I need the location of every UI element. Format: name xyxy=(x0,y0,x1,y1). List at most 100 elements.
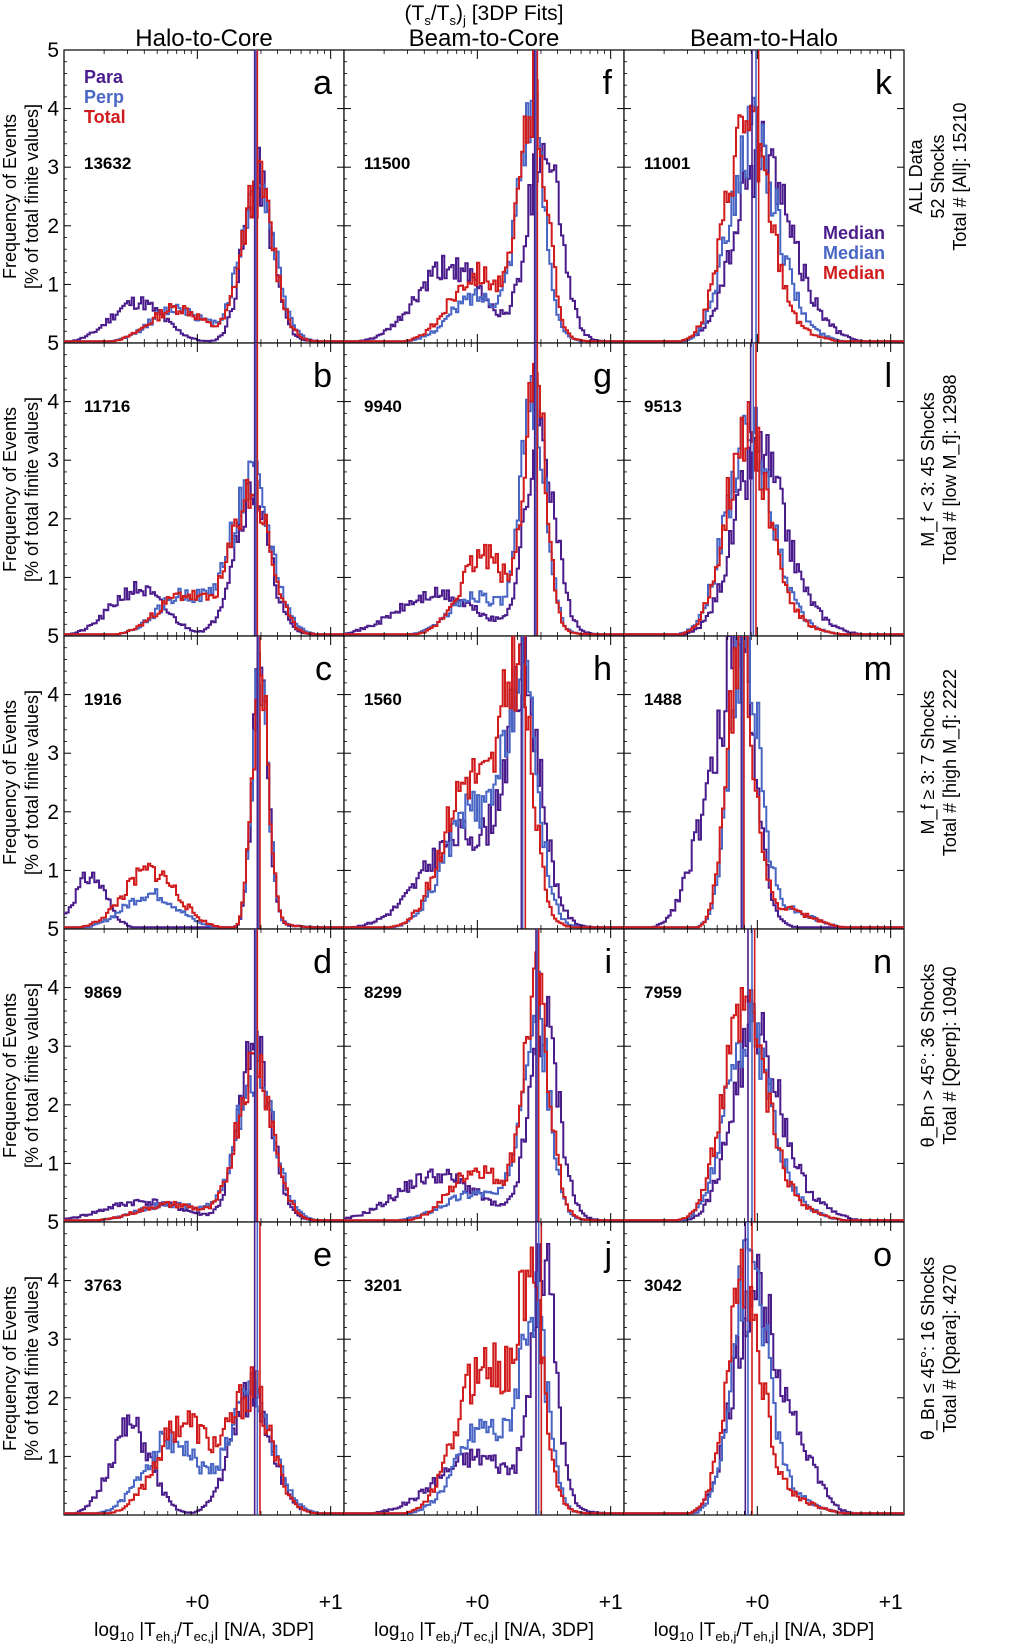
y-tick-label: 3 xyxy=(47,1035,59,1058)
y-tick-label: 3 xyxy=(47,1328,59,1351)
histogram-perp xyxy=(64,1378,344,1515)
y-tick-label: 3 xyxy=(47,156,59,179)
histogram-total xyxy=(344,50,624,343)
y-tick-label: 4 xyxy=(47,1270,59,1293)
histogram-total xyxy=(624,104,904,343)
row-label-1: 52 Shocks xyxy=(928,134,948,218)
histogram-para xyxy=(344,1243,624,1515)
panel-letter: l xyxy=(884,357,892,395)
panel-count: 8299 xyxy=(364,983,402,1002)
legend-total: Total xyxy=(84,107,126,127)
histogram-total xyxy=(344,951,624,1222)
y-tick-label: 2 xyxy=(47,801,59,824)
legend-perp: Perp xyxy=(84,87,124,107)
histogram-perp xyxy=(344,970,624,1222)
column-header-1: Halo-to-Core xyxy=(135,25,272,52)
panel-letter: e xyxy=(313,1236,332,1274)
legend-para: Para xyxy=(84,67,124,87)
panel-n: n 7959 xyxy=(623,928,905,1223)
y-tick-label: 4 xyxy=(47,98,59,121)
panel-o: o 3042 xyxy=(623,1221,905,1516)
panel-letter: o xyxy=(873,1236,892,1274)
y-tick-label: 1 xyxy=(47,1445,59,1468)
panel-b: 1 2 3 4 5 b 11716 Frequency of Events [% of tota… xyxy=(0,332,345,637)
x-tick-label: +0 xyxy=(745,1591,769,1614)
panel-letter: m xyxy=(864,650,892,688)
y-tick-label: 1 xyxy=(47,859,59,882)
y-tick-label: 3 xyxy=(47,449,59,472)
panel-count: 13632 xyxy=(84,154,131,173)
panel-letter: j xyxy=(603,1236,612,1274)
figure-title: (Ts/Ts)j [3DP Fits] xyxy=(404,2,563,28)
panel-letter: i xyxy=(604,943,612,981)
panel-j: j 3201 xyxy=(343,1221,625,1516)
panel-curves xyxy=(64,1366,344,1515)
y-tick-label: 4 xyxy=(47,684,59,707)
y-axis-label: Frequency of Events xyxy=(0,407,20,572)
panel-frame xyxy=(63,635,345,930)
y-tick-label: 5 xyxy=(47,1211,59,1234)
y-axis-label: [% of total finite values] xyxy=(22,104,42,289)
panel-letter: h xyxy=(593,650,612,688)
row-label-2: Total # [low M_f]: 12988 xyxy=(940,374,961,564)
panel-i: i 8299 xyxy=(343,928,625,1223)
panel-e: 1 2 3 4 5 e 3763 Frequency of Events [% of total… xyxy=(0,1211,345,1516)
panel-count: 1560 xyxy=(364,690,402,709)
panel-h: h 1560 xyxy=(343,635,625,930)
histogram-total xyxy=(344,362,624,636)
panel-frame xyxy=(623,1221,905,1516)
panel-g: g 9940 xyxy=(343,342,625,637)
panel-count: 11500 xyxy=(364,154,410,173)
panel-letter: d xyxy=(313,943,332,981)
y-tick-label: 5 xyxy=(47,625,59,648)
panel-d: 1 2 3 4 5 d 9869 Frequency of Events [% of total… xyxy=(0,918,345,1223)
panel-a: 1 2 3 4 5 a 13632 Frequency of Events [% of tota… xyxy=(0,39,345,344)
y-tick-label: 4 xyxy=(47,391,59,414)
panel-frame xyxy=(623,928,905,1223)
histogram-para xyxy=(64,481,344,636)
y-axis-label: [% of total finite values] xyxy=(22,397,42,582)
row-label-5: θ_Bn ≤ 45°: 16 Shocks xyxy=(918,1257,939,1440)
row-label-4: θ_Bn > 45°: 36 Shocks xyxy=(918,964,939,1148)
histogram-para xyxy=(344,636,624,929)
histogram-total xyxy=(624,636,904,929)
panel-count: 3201 xyxy=(364,1276,402,1295)
y-tick-label: 2 xyxy=(47,215,59,238)
panel-curves xyxy=(344,951,624,1222)
panel-letter: a xyxy=(313,64,332,102)
histogram-total xyxy=(344,636,624,929)
y-axis-label: [% of total finite values] xyxy=(22,690,42,875)
histogram-para xyxy=(624,431,904,636)
histogram-para xyxy=(624,1002,904,1222)
panel-c: 1 2 3 4 5 c 1916 Frequency of Events [% of total… xyxy=(0,625,345,930)
row-label-3: Total # [high M_f]: 2222 xyxy=(940,669,961,856)
panel-frame xyxy=(343,342,625,637)
panel-k: k 11001 xyxy=(623,49,905,344)
histogram-total xyxy=(64,159,344,343)
histogram-total xyxy=(624,401,904,636)
x-axis-label-3: log10 |Teb,j/Teh,j| [N/A, 3DP] xyxy=(654,1620,874,1644)
panel-count: 9513 xyxy=(644,397,682,416)
y-tick-label: 1 xyxy=(47,273,59,296)
row-label-3: M_f ≥ 3: 7 Shocks xyxy=(918,691,939,835)
x-tick-label: +1 xyxy=(599,1591,623,1614)
panel-curves xyxy=(344,1243,624,1515)
histogram-total xyxy=(64,1366,344,1515)
median-legend-perp: Median xyxy=(823,243,885,263)
y-axis-label: Frequency of Events xyxy=(0,700,20,865)
y-tick-label: 1 xyxy=(47,1152,59,1175)
panel-frame xyxy=(63,1221,345,1516)
panel-frame xyxy=(63,342,345,637)
panel-count: 7959 xyxy=(644,983,682,1002)
panel-letter: n xyxy=(873,943,892,981)
y-tick-label: 5 xyxy=(47,918,59,941)
panel-curves xyxy=(624,96,904,343)
x-tick-label: +1 xyxy=(319,1591,343,1614)
panel-curves xyxy=(344,362,624,636)
panel-curves xyxy=(624,401,904,636)
histogram-total xyxy=(64,655,344,929)
panel-frame xyxy=(623,635,905,930)
median-legend-para: Median xyxy=(823,223,885,243)
panel-m: m 1488 xyxy=(623,635,905,930)
